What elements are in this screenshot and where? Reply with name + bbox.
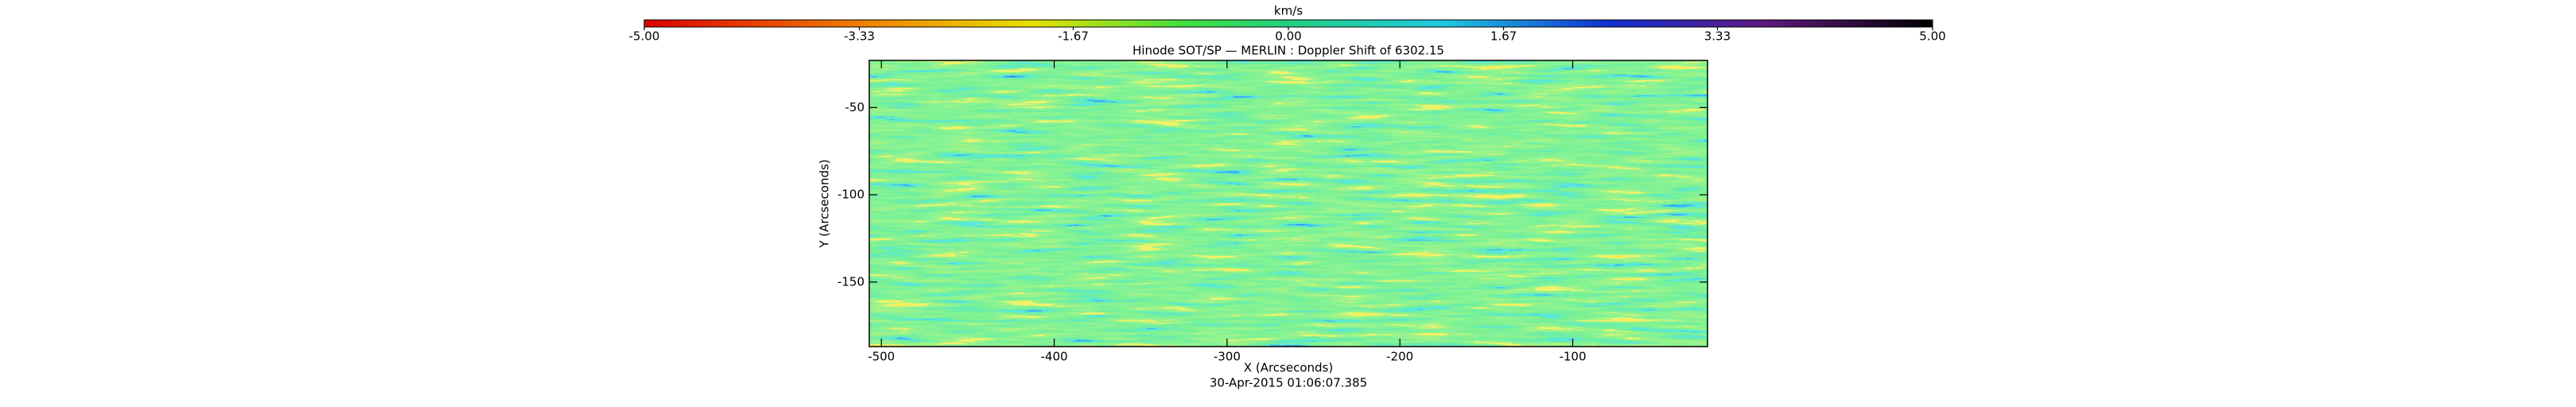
x-tick-label: -100 [1559, 350, 1586, 364]
x-axis-label: X (Arcseconds) [1244, 361, 1333, 375]
x-tick-label: -300 [1214, 350, 1241, 364]
y-axis-label: Y (Arcseconds) [818, 159, 832, 248]
colorbar-tick-label: -5.00 [629, 29, 660, 44]
annotation: 30-Apr-2015 01:06:07.385 [1210, 376, 1367, 390]
x-tick-label: -200 [1386, 350, 1413, 364]
colorbar-tick-label: 0.00 [1275, 29, 1301, 44]
colorbar-tick-label: 5.00 [1919, 29, 1945, 44]
colorbar-tick-label: -1.67 [1058, 29, 1089, 44]
chart-title: Hinode SOT/SP — MERLIN : Doppler Shift o… [1133, 44, 1444, 58]
colorbar-tick-label: 1.67 [1490, 29, 1517, 44]
colorbar-tick-label: -3.33 [844, 29, 875, 44]
x-tick-label: -400 [1041, 350, 1068, 364]
colorbar-label: km/s [1274, 4, 1303, 18]
doppler-image [869, 60, 1708, 347]
colorbar-tick-label: 3.33 [1704, 29, 1731, 44]
y-tick-label: -100 [837, 188, 864, 202]
x-tick-label: -500 [868, 350, 895, 364]
y-tick-label: -50 [845, 100, 865, 114]
colorbar [643, 19, 1933, 28]
plot-frame [868, 60, 1708, 347]
y-tick-label: -150 [837, 274, 864, 289]
